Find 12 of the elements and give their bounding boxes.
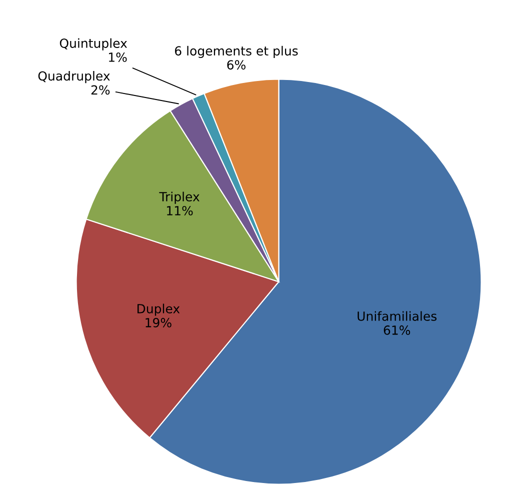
data-label: 19% [146,318,172,328]
slice-label: Quintuplex [60,38,128,50]
data-label: 61% [384,325,410,335]
data-label: 2% [91,85,110,95]
slice-label: Duplex [138,304,180,316]
slice-label: Unifamiliales [358,311,437,321]
data-label: 11% [167,206,193,216]
slice-label: Triplex [159,192,200,204]
slice-label: 6 logements et plus [175,46,298,58]
slice-label: Quadruplex [38,70,110,84]
data-label: 1% [109,52,127,62]
data-label: 6% [227,60,246,70]
